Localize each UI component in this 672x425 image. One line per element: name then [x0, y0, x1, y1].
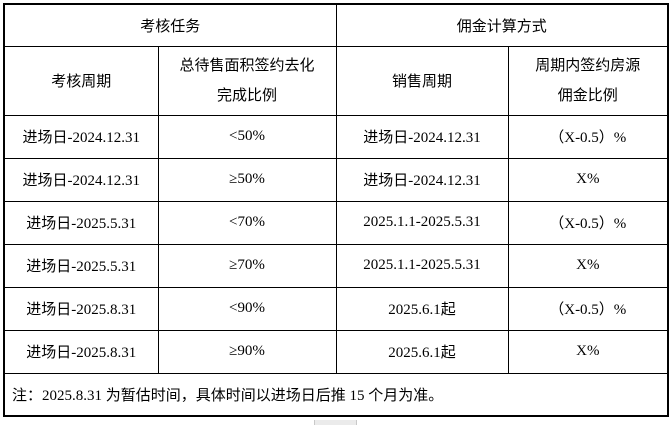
header-group-commission-calc: 佣金计算方式 — [335, 3, 669, 47]
cell-commission-rate: （X-0.5）% — [507, 200, 669, 245]
cell-completion-ratio: ≥70% — [157, 243, 337, 288]
cell-assessment-period: 进场日-2024.12.31 — [3, 114, 159, 159]
cell-commission-rate: X% — [507, 243, 669, 288]
col-header-sales-period: 销售周期 — [335, 45, 509, 116]
cell-completion-ratio: ≥90% — [157, 329, 337, 374]
col-header-completion-ratio-line1: 总待售面积签约去化 — [179, 57, 315, 74]
table-row: 进场日-2025.5.31 <70% 2025.1.1-2025.5.31 （X… — [3, 200, 669, 245]
table-row: 进场日-2025.5.31 ≥70% 2025.1.1-2025.5.31 X% — [3, 243, 669, 288]
cell-commission-rate: （X-0.5）% — [507, 286, 669, 331]
cell-commission-rate: X% — [507, 329, 669, 374]
footnote-text: 注：2025.8.31 为暂估时间，具体时间以进场日后推 15 个月为准。 — [3, 372, 669, 417]
table-row: 进场日-2025.8.31 ≥90% 2025.6.1起 X% — [3, 329, 669, 374]
cell-assessment-period: 进场日-2025.5.31 — [3, 200, 159, 245]
col-header-assessment-period: 考核周期 — [3, 45, 159, 116]
cell-completion-ratio: <70% — [157, 200, 337, 245]
col-header-commission-rate-line2: 佣金比例 — [557, 87, 618, 104]
table-row: 进场日-2024.12.31 ≥50% 进场日-2024.12.31 X% — [3, 157, 669, 202]
table-resize-handle[interactable] — [314, 420, 357, 425]
footnote-row: 注：2025.8.31 为暂估时间，具体时间以进场日后推 15 个月为准。 — [3, 372, 669, 417]
table-row: 进场日-2024.12.31 <50% 进场日-2024.12.31 （X-0.… — [3, 114, 669, 159]
column-header-row: 考核周期 总待售面积签约去化 完成比例 销售周期 周期内签约房源 佣金比例 — [3, 45, 669, 116]
cell-completion-ratio: <90% — [157, 286, 337, 331]
cell-completion-ratio: <50% — [157, 114, 337, 159]
cell-completion-ratio: ≥50% — [157, 157, 337, 202]
cell-assessment-period: 进场日-2024.12.31 — [3, 157, 159, 202]
cell-sales-period: 进场日-2024.12.31 — [335, 114, 509, 159]
cell-assessment-period: 进场日-2025.8.31 — [3, 286, 159, 331]
cell-commission-rate: X% — [507, 157, 669, 202]
cell-sales-period: 2025.6.1起 — [335, 286, 509, 331]
cell-sales-period: 2025.6.1起 — [335, 329, 509, 374]
header-group-row: 考核任务 佣金计算方式 — [3, 3, 669, 47]
cell-commission-rate: （X-0.5）% — [507, 114, 669, 159]
header-group-assessment-task: 考核任务 — [3, 3, 337, 47]
col-header-completion-ratio: 总待售面积签约去化 完成比例 — [157, 45, 337, 116]
cell-assessment-period: 进场日-2025.5.31 — [3, 243, 159, 288]
cell-sales-period: 进场日-2024.12.31 — [335, 157, 509, 202]
cell-sales-period: 2025.1.1-2025.5.31 — [335, 200, 509, 245]
cell-sales-period: 2025.1.1-2025.5.31 — [335, 243, 509, 288]
table-row: 进场日-2025.8.31 <90% 2025.6.1起 （X-0.5）% — [3, 286, 669, 331]
col-header-commission-rate: 周期内签约房源 佣金比例 — [507, 45, 669, 116]
commission-assessment-table: 考核任务 佣金计算方式 考核周期 总待售面积签约去化 完成比例 销售周期 周期内… — [3, 3, 670, 417]
col-header-commission-rate-line1: 周期内签约房源 — [535, 57, 641, 74]
col-header-completion-ratio-line2: 完成比例 — [217, 87, 278, 104]
cell-assessment-period: 进场日-2025.8.31 — [3, 329, 159, 374]
